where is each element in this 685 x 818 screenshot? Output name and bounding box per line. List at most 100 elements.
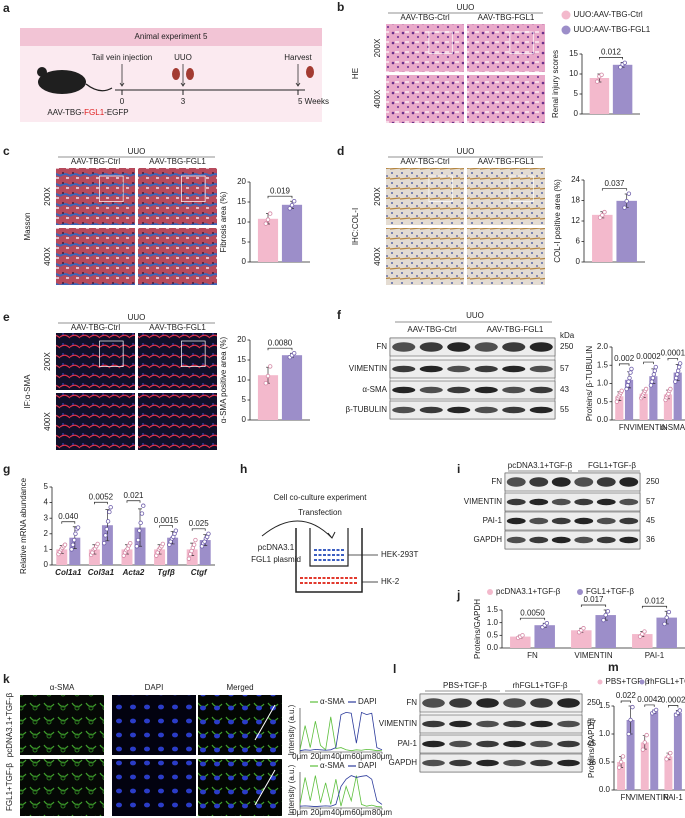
- data-point: [193, 537, 198, 543]
- y-tick-label: 1.5: [599, 701, 611, 710]
- data-point: [186, 556, 192, 561]
- timeline-arrow: [295, 64, 301, 87]
- bar: [617, 762, 626, 790]
- data-point: [619, 388, 624, 393]
- blot-band: [474, 386, 498, 394]
- legend-swatch: [561, 10, 571, 20]
- column-label: AAV-TBG-FGL1: [149, 323, 206, 332]
- data-point: [105, 519, 111, 524]
- row-label: 200X: [43, 186, 52, 205]
- bar: [88, 549, 100, 565]
- panel-label: m: [608, 660, 619, 674]
- data-point: [620, 754, 626, 759]
- y-tick-label: 1.5: [597, 360, 609, 369]
- kda-label: 36: [587, 758, 596, 767]
- blot-strip: [419, 714, 583, 734]
- p-value: 0.0015: [154, 516, 179, 525]
- p-value: 0.037: [604, 179, 625, 188]
- column-label: AAV-TBG-FGL1: [149, 157, 206, 166]
- zoom-box: [428, 31, 453, 54]
- column-label: AAV-TBG-FGL1: [487, 325, 544, 334]
- construct-part: -EGFP: [104, 108, 128, 117]
- y-tick-label: 0: [44, 560, 49, 569]
- p-value: 0.0050: [520, 608, 545, 617]
- data-point: [104, 526, 109, 532]
- event-label: Harvest: [284, 53, 312, 62]
- stain-label: IF:α-SMA: [23, 374, 32, 409]
- zoom-box: [181, 175, 206, 202]
- legend-label: PBS+TGF-β: [606, 677, 650, 686]
- y-axis-label: Intensity (a.u.): [287, 704, 296, 755]
- data-point: [624, 198, 629, 204]
- y-tick-label: 0: [242, 415, 247, 424]
- micrograph: [138, 393, 217, 450]
- significance-bracket: [191, 528, 206, 531]
- construct-part: AAV-TBG-: [47, 108, 84, 117]
- data-point: [599, 72, 604, 77]
- bar: [595, 615, 616, 648]
- x-tick-label: 60μm: [351, 752, 372, 761]
- bar: [639, 393, 648, 420]
- data-point: [138, 520, 143, 526]
- blot-band: [574, 517, 594, 525]
- x-tick-label: Acta2: [122, 568, 145, 577]
- blot-band: [530, 720, 553, 728]
- bar: [640, 742, 649, 790]
- panel-label: c: [3, 144, 10, 158]
- blot-strip: [419, 753, 583, 773]
- bar: [69, 537, 81, 565]
- bar: [650, 711, 659, 790]
- data-point: [107, 509, 112, 515]
- bar: [649, 376, 658, 420]
- y-axis-label: Renal injury scores: [551, 50, 560, 118]
- bar: [612, 64, 633, 114]
- row-label: 200X: [373, 186, 382, 205]
- data-point: [581, 626, 586, 631]
- zoom-box: [509, 175, 534, 202]
- bar: [592, 214, 613, 262]
- data-point: [73, 531, 78, 536]
- micrograph: [386, 168, 464, 225]
- panel-label: e: [3, 310, 10, 324]
- unit-label: kDa: [560, 331, 575, 340]
- plasmid-label: FGL1 plasmid: [251, 555, 301, 564]
- micrograph: [56, 393, 135, 450]
- y-axis-label: COL-I positive area (%): [553, 179, 562, 263]
- legend-label: UUO:AAV-TBG-Ctrl: [574, 10, 643, 19]
- significance-bracket: [667, 358, 679, 361]
- p-value: 0.0002: [661, 696, 685, 705]
- data-point: [292, 198, 297, 204]
- significance-bracket: [644, 704, 655, 707]
- stain-label: HE: [351, 68, 360, 79]
- band-label: GAPDH: [389, 758, 418, 767]
- timeline-arrow: [180, 64, 186, 87]
- profile-line: [299, 711, 383, 752]
- kda-label: 43: [560, 385, 569, 394]
- legend-label: pcDNA3.1+TGF-β: [496, 587, 561, 596]
- row-label: FGL1+TGF-β: [5, 763, 14, 811]
- blot-band: [476, 740, 499, 748]
- x-tick-label: 40μm: [331, 752, 352, 761]
- blot-band: [574, 477, 594, 487]
- kidney-icon: [186, 68, 194, 80]
- y-tick-label: 0.0: [597, 415, 609, 424]
- data-point: [600, 212, 605, 218]
- blot-band: [551, 517, 571, 525]
- group-label: UUO: [128, 313, 146, 322]
- blot-band: [503, 720, 526, 728]
- x-tick-label: VIMENTIN: [629, 423, 667, 432]
- data-point: [624, 386, 629, 392]
- blot-band: [392, 365, 416, 373]
- micrograph: [467, 75, 545, 123]
- timepoint-label: 5 Weeks: [298, 97, 329, 106]
- y-axis-label: Proteins/ β-TUBULIN: [585, 346, 594, 422]
- legend-label: α-SMA: [320, 697, 345, 706]
- blot-band: [449, 759, 472, 767]
- column-label: PBS+TGF-β: [443, 681, 487, 690]
- blot-band: [419, 365, 443, 373]
- bar: [121, 549, 133, 565]
- mouse-icon: [38, 70, 86, 94]
- y-tick-label: 15: [569, 49, 578, 58]
- blot-band: [529, 342, 553, 352]
- y-tick-label: 20: [237, 177, 246, 186]
